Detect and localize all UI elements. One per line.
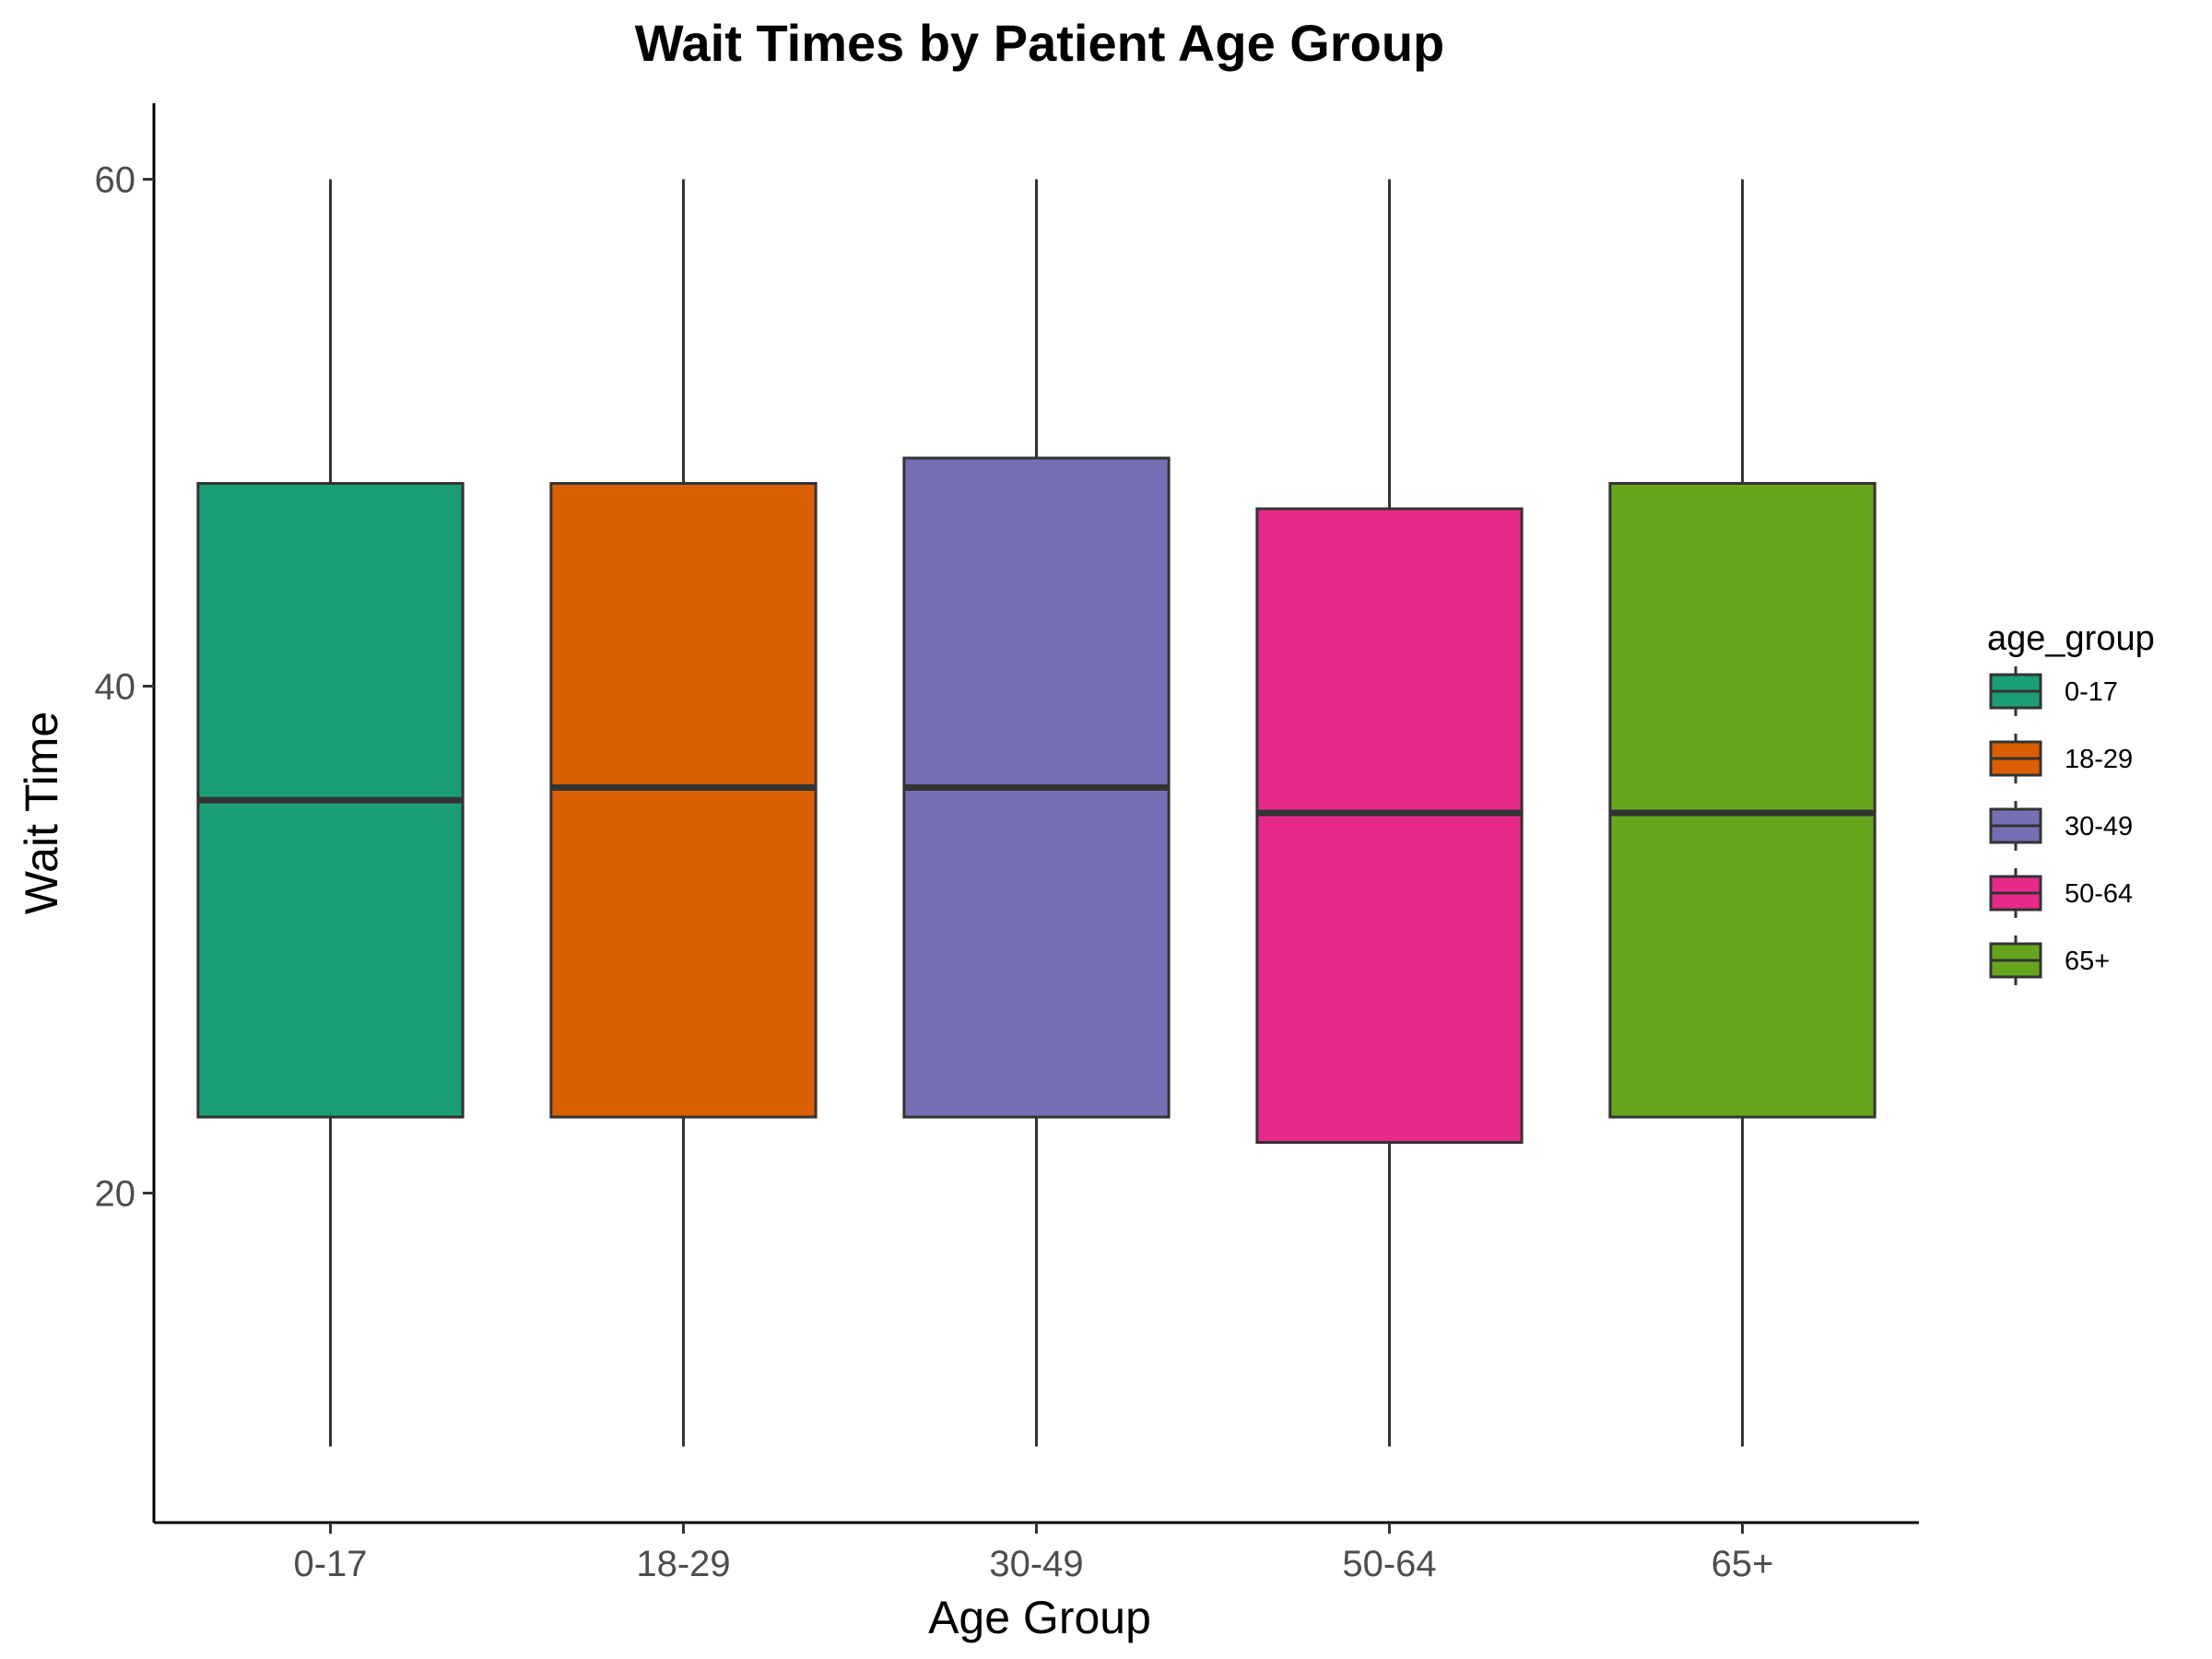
legend-label: 18-29: [2065, 745, 2133, 774]
x-tick-label: 65+: [1712, 1544, 1774, 1584]
box-18-29: [549, 179, 818, 1447]
iqr-box: [1255, 507, 1524, 1144]
y-tick-label: 40: [95, 667, 136, 708]
y-tick-label: 20: [95, 1174, 136, 1215]
box-0-17: [196, 179, 465, 1447]
x-tick-label: 50-64: [1342, 1544, 1436, 1584]
x-tick-label: 18-29: [636, 1544, 730, 1584]
chart-title: Wait Times by Patient Age Group: [635, 14, 1445, 72]
plot-area: [196, 179, 1877, 1447]
legend-label: 65+: [2065, 947, 2110, 976]
legend-item-65+: 65+: [1989, 935, 2110, 985]
legend-label: 50-64: [2065, 879, 2133, 909]
legend-label: 0-17: [2065, 677, 2118, 707]
legend-title: age_group: [1987, 619, 2155, 658]
y-axis-title: Wait Time: [16, 712, 67, 914]
iqr-box: [1608, 482, 1877, 1119]
legend-label: 30-49: [2065, 812, 2133, 841]
legend-item-50-64: 50-64: [1989, 868, 2133, 918]
x-tick-label: 30-49: [989, 1544, 1083, 1584]
y-tick-label: 60: [95, 160, 136, 201]
iqr-box: [549, 482, 818, 1119]
box-30-49: [902, 179, 1171, 1447]
box-65+: [1608, 179, 1877, 1447]
legend-item-0-17: 0-17: [1989, 666, 2118, 716]
box-50-64: [1255, 179, 1524, 1447]
legend-item-30-49: 30-49: [1989, 801, 2133, 851]
legend: age_group 0-17 18-29 30-49 50-64 65+: [1987, 619, 2155, 985]
x-tick-label: 0-17: [293, 1544, 367, 1584]
y-axis-ticks: 20 40 60: [95, 160, 154, 1215]
x-axis-ticks: 0-17 18-29 30-49 50-64 65+: [293, 1523, 1773, 1584]
legend-items: 0-17 18-29 30-49 50-64 65+: [1989, 666, 2133, 985]
x-axis-title: Age Group: [928, 1592, 1151, 1643]
legend-item-18-29: 18-29: [1989, 734, 2133, 783]
